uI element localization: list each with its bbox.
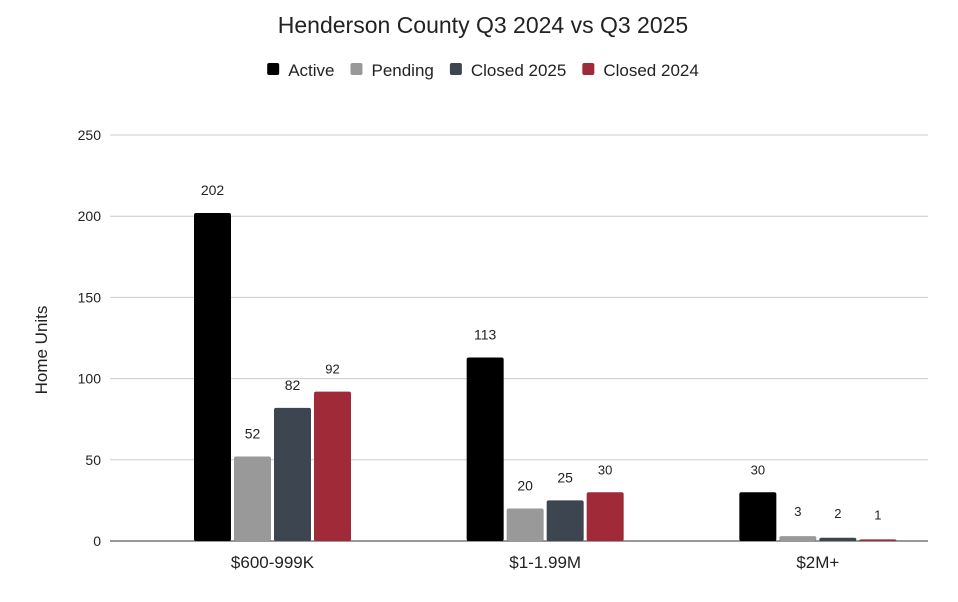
y-tick-label: 150 bbox=[78, 289, 102, 305]
y-tick-label: 0 bbox=[93, 533, 101, 549]
data-label: 25 bbox=[557, 469, 573, 485]
legend-entry: Closed 2024 bbox=[603, 61, 698, 80]
legend-swatch bbox=[449, 63, 462, 75]
legend: Active Pending Closed 2025 Closed 2024 bbox=[267, 61, 699, 80]
data-label: 2 bbox=[834, 506, 841, 521]
bar-closed-2024 bbox=[586, 492, 624, 541]
y-tick-label: 250 bbox=[78, 127, 102, 143]
x-axis-categories: $600-999K $1-1.99M $2M+ bbox=[231, 553, 839, 572]
y-tick-label: 100 bbox=[78, 371, 102, 387]
legend-entry: Active bbox=[288, 61, 334, 80]
chart-title: Henderson County Q3 2024 vs Q3 2025 bbox=[278, 12, 688, 38]
bars bbox=[194, 212, 897, 541]
x-category-label: $1-1.99M bbox=[509, 553, 581, 572]
data-label: 30 bbox=[598, 462, 612, 477]
legend-entry: Closed 2025 bbox=[471, 61, 566, 80]
data-labels: 202 52 82 92 113 20 25 30 30 3 2 1 bbox=[201, 182, 882, 522]
bar-active bbox=[739, 492, 777, 541]
bar-pending bbox=[779, 536, 817, 541]
bar-closed-2024 bbox=[314, 391, 351, 541]
bar-active bbox=[194, 212, 231, 541]
y-tick-label: 50 bbox=[85, 452, 101, 468]
bar-active bbox=[466, 357, 504, 541]
data-label: 3 bbox=[794, 504, 801, 519]
data-label: 82 bbox=[285, 377, 301, 393]
bar-pending bbox=[506, 508, 544, 541]
x-category-label: $600-999K bbox=[231, 553, 315, 572]
y-axis-label: Home Units bbox=[32, 306, 51, 395]
legend-swatch bbox=[582, 63, 595, 75]
x-category-label: $2M+ bbox=[796, 553, 839, 572]
legend-swatch bbox=[350, 63, 363, 75]
data-label: 52 bbox=[245, 426, 261, 442]
y-tick-label: 200 bbox=[78, 208, 102, 224]
data-label: 92 bbox=[325, 362, 339, 377]
bar-pending bbox=[234, 456, 271, 541]
y-axis-ticks: 0 50 100 150 200 250 bbox=[78, 127, 102, 549]
data-label: 202 bbox=[201, 182, 225, 198]
bar-closed-2025 bbox=[274, 407, 311, 541]
data-label: 113 bbox=[474, 326, 497, 342]
bar-closed-2025 bbox=[819, 537, 857, 541]
data-label: 20 bbox=[517, 478, 533, 494]
legend-entry: Pending bbox=[371, 61, 433, 80]
data-label: 1 bbox=[874, 507, 881, 522]
legend-swatch bbox=[267, 63, 280, 75]
bar-closed-2025 bbox=[546, 500, 584, 541]
bar-closed-2024 bbox=[859, 539, 897, 541]
data-label: 30 bbox=[751, 462, 765, 477]
